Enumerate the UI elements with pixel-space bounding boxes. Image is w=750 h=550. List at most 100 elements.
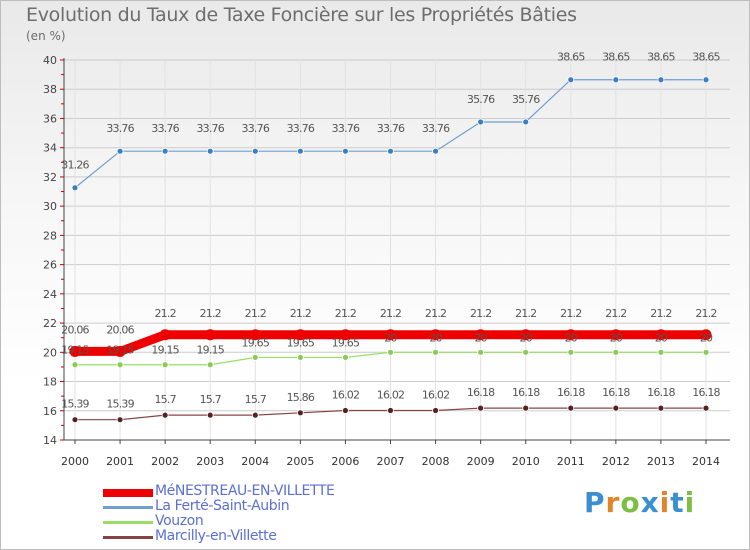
y-tick-label: 36 [43,112,57,125]
data-label: 19.15 [106,344,134,357]
data-point [342,407,349,414]
data-label: 21.2 [560,307,581,320]
data-point [251,354,259,361]
data-label: 19.15 [61,344,89,357]
data-point [387,348,394,356]
data-point [567,404,575,412]
data-label: 21.2 [650,307,671,320]
data-point [206,147,214,155]
y-tick-label: 16 [43,405,57,418]
legend-label: Marcilly-en-Villette [155,528,277,544]
data-point [296,354,304,361]
data-label: 21.2 [515,307,536,320]
y-tick-label: 38 [43,83,57,96]
data-point [116,147,124,155]
data-label: 33.76 [106,122,134,135]
data-label: 16.02 [377,388,405,401]
data-point [657,76,665,84]
x-tick-label: 2005 [286,455,314,468]
y-tick-label: 30 [43,200,57,213]
data-label: 33.76 [422,122,450,135]
data-label: 21.2 [380,307,401,320]
data-point [116,416,124,424]
legend-swatch [103,506,153,509]
data-point [522,404,530,412]
x-tick-label: 2013 [647,455,675,468]
y-tick-label: 32 [43,171,57,184]
data-label: 21.2 [425,307,446,320]
data-point [116,361,124,369]
data-label: 20 [655,331,668,344]
data-label: 16.18 [557,386,585,399]
data-label: 15.39 [61,398,89,411]
data-label: 20.06 [106,323,134,336]
data-label: 33.76 [377,122,405,135]
legend-item-la-ferte[interactable]: La Ferté-Saint-Aubin [103,498,290,515]
logo-letter: P [584,486,606,519]
y-tick-label: 20 [43,346,57,359]
x-tick-label: 2009 [467,455,495,468]
x-tick-label: 2004 [241,455,269,468]
data-label: 20.06 [61,323,89,336]
data-point [567,76,575,84]
data-point [702,76,710,84]
logo-letter: i [659,486,671,519]
legend-item-vouzon[interactable]: Vouzon [103,513,204,530]
x-tick-label: 2012 [602,455,630,468]
data-point [657,404,665,412]
data-point [206,411,214,419]
data-label: 33.76 [242,122,270,135]
x-tick-label: 2007 [377,455,405,468]
data-label: 15.7 [200,393,222,406]
y-tick-label: 34 [43,142,57,155]
data-point [522,348,530,356]
data-point [477,348,485,356]
data-label: 21.2 [695,307,716,320]
data-label: 20 [565,331,578,344]
data-label: 38.65 [647,51,675,64]
data-point [71,184,79,192]
legend-item-menestreau[interactable]: MéNESTREAU-EN-VILLETTE [103,483,335,500]
data-point [296,409,304,417]
data-point [159,329,171,341]
data-point [161,361,169,369]
legend-swatch [103,521,153,524]
data-point [342,147,349,155]
data-label: 38.65 [602,51,630,64]
legend: MéNESTREAU-EN-VILLETTE La Ferté-Saint-Au… [103,483,335,545]
data-point [475,329,487,341]
data-label: 31.26 [61,159,89,172]
data-label: 16.02 [332,388,360,401]
logo-letter: t [670,486,685,519]
data-point [655,329,667,341]
y-tick-label: 28 [43,229,57,242]
data-point [294,329,306,341]
data-point [430,329,442,341]
data-label: 16.02 [422,388,450,401]
data-label: 35.76 [512,93,540,106]
legend-label: La Ferté-Saint-Aubin [155,498,290,514]
data-point [700,329,712,341]
data-point [520,329,532,341]
x-tick-label: 2010 [512,455,540,468]
data-label: 35.76 [467,93,495,106]
data-point [477,118,485,126]
legend-item-marcilly[interactable]: Marcilly-en-Villette [103,528,277,545]
data-label: 16.18 [692,386,720,399]
data-label: 15.86 [287,391,315,404]
chart-title: Evolution du Taux de Taxe Foncière sur l… [26,4,577,26]
data-label: 19.65 [332,336,360,349]
x-tick-label: 2000 [61,455,89,468]
data-label: 20 [700,331,713,344]
data-label: 21.2 [605,307,626,320]
data-point [385,329,396,341]
x-tick-label: 2011 [557,455,585,468]
data-label: 21.2 [470,307,491,320]
data-point [522,118,530,126]
logo-letter: x [640,486,660,519]
data-point [114,345,126,357]
data-label: 19.65 [287,336,315,349]
y-tick-label: 22 [43,317,57,330]
data-point [657,348,665,356]
